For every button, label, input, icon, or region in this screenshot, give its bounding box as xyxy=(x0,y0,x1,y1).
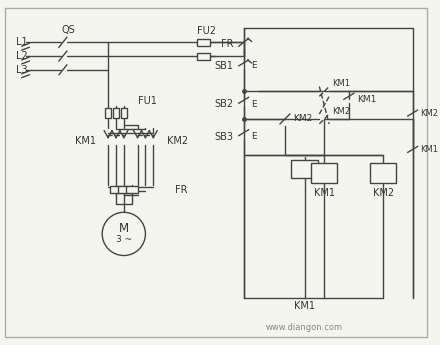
Text: SB3: SB3 xyxy=(215,132,234,142)
Text: KM1: KM1 xyxy=(294,300,315,310)
Bar xyxy=(118,186,130,193)
Text: L1: L1 xyxy=(16,37,27,47)
Bar xyxy=(126,186,138,193)
Bar xyxy=(197,39,210,46)
Text: KM2: KM2 xyxy=(421,109,439,118)
Text: SB2: SB2 xyxy=(215,99,234,109)
Bar xyxy=(121,108,127,118)
Bar xyxy=(312,163,337,183)
Text: FU2: FU2 xyxy=(197,26,216,36)
Text: www.diangon.com: www.diangon.com xyxy=(266,323,343,332)
Text: L3: L3 xyxy=(16,65,27,75)
Text: SB1: SB1 xyxy=(215,61,234,71)
Text: KM2: KM2 xyxy=(373,188,394,198)
Text: E: E xyxy=(252,132,257,141)
Text: 3 ~: 3 ~ xyxy=(116,235,132,244)
Text: E: E xyxy=(252,61,257,70)
Text: KM1: KM1 xyxy=(314,188,335,198)
Text: M: M xyxy=(119,221,129,235)
Text: FR: FR xyxy=(221,39,234,49)
Bar xyxy=(197,53,210,59)
Text: FR: FR xyxy=(175,185,187,195)
Text: KM1: KM1 xyxy=(421,145,439,154)
Text: KM1: KM1 xyxy=(357,95,376,104)
Bar xyxy=(105,108,111,118)
Text: L2: L2 xyxy=(16,51,27,61)
Bar xyxy=(370,163,396,183)
Bar xyxy=(291,160,319,178)
Text: KM1: KM1 xyxy=(332,79,350,88)
Text: KM2: KM2 xyxy=(293,115,312,124)
Text: KM2: KM2 xyxy=(332,107,350,116)
Text: FU1: FU1 xyxy=(138,96,157,106)
Text: KM1: KM1 xyxy=(75,136,96,146)
Text: KM2: KM2 xyxy=(167,136,188,146)
Text: QS: QS xyxy=(62,24,76,34)
Bar xyxy=(113,108,119,118)
Bar xyxy=(110,186,122,193)
Text: E: E xyxy=(252,100,257,109)
